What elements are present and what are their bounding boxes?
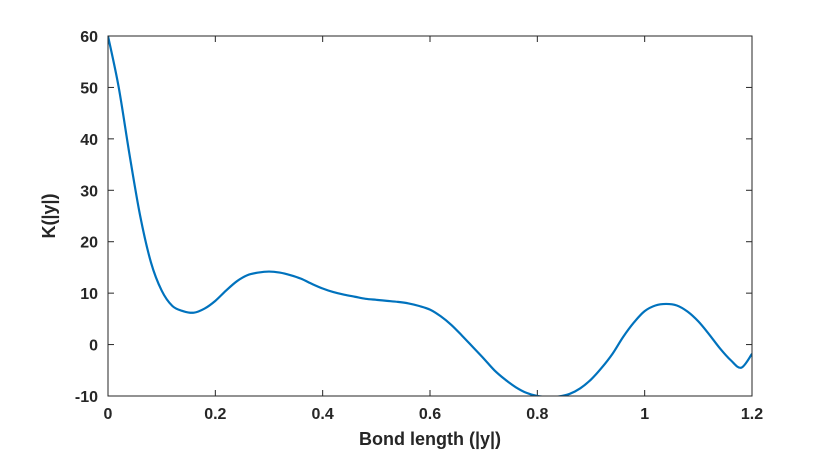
y-tick-label: 20 — [80, 235, 98, 252]
series-line — [108, 36, 752, 396]
x-tick-label: 0.4 — [312, 406, 334, 423]
x-axis-label: Bond length (|y|) — [359, 429, 501, 449]
y-tick-label: 40 — [80, 132, 98, 149]
x-tick-label: 1.2 — [741, 406, 763, 423]
x-tick-label: 1 — [640, 406, 649, 423]
y-tick-label: -10 — [75, 389, 98, 406]
series-layer — [108, 36, 752, 396]
x-axis-ticks: 0 0.2 0.4 0.6 0.8 1 1.2 — [104, 36, 763, 423]
x-tick-label: 0.8 — [526, 406, 548, 423]
y-tick-label: 50 — [80, 80, 98, 97]
x-tick-label: 0.6 — [419, 406, 441, 423]
y-tick-label: 10 — [80, 286, 98, 303]
y-axis-ticks: -10 0 10 20 30 40 50 60 — [75, 29, 752, 406]
y-axis-label: K(|y|) — [39, 193, 59, 238]
x-tick-label: 0 — [104, 406, 113, 423]
plot-area — [108, 36, 752, 396]
y-tick-label: 60 — [80, 29, 98, 46]
plot-box — [107, 35, 753, 397]
y-tick-label: 30 — [80, 183, 98, 200]
x-tick-label: 0.2 — [204, 406, 226, 423]
y-tick-label: 0 — [89, 338, 98, 355]
